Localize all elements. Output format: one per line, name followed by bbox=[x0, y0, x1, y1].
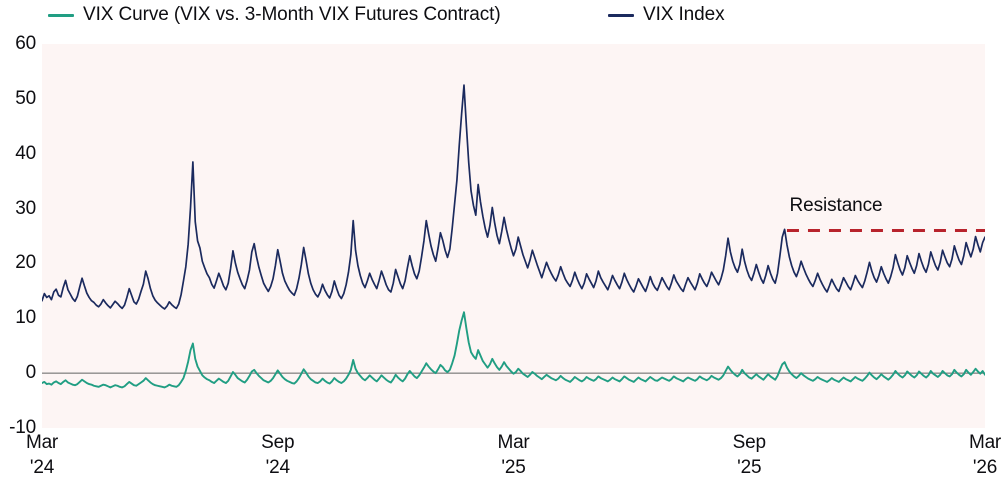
annotation-label-resistance: Resistance bbox=[789, 195, 883, 216]
x-tick-label: Mar '26 bbox=[925, 430, 1007, 480]
x-tick-label: Sep '25 bbox=[689, 430, 809, 480]
legend-swatch-vix-index-icon bbox=[608, 13, 634, 17]
plot-area bbox=[42, 44, 985, 428]
x-tick-month: Sep bbox=[261, 432, 295, 453]
legend-item-vix-index[interactable]: VIX Index bbox=[608, 4, 725, 26]
y-tick-label: 10 bbox=[15, 307, 36, 329]
legend-label-vix-index: VIX Index bbox=[643, 4, 725, 25]
chart-legend: VIX Curve (VIX vs. 3-Month VIX Futures C… bbox=[0, 0, 1007, 34]
x-tick-year: '25 bbox=[501, 457, 526, 478]
y-tick-label: -10 bbox=[9, 417, 36, 438]
x-tick-year: '24 bbox=[265, 457, 290, 478]
x-tick-month: Mar bbox=[25, 432, 59, 453]
x-tick-label: Mar '24 bbox=[0, 430, 102, 480]
x-tick-month: Mar bbox=[968, 432, 1002, 453]
y-axis: 60 50 40 30 20 10 0 -10 bbox=[0, 33, 37, 438]
x-tick-month: Sep bbox=[732, 432, 766, 453]
y-tick-label: 30 bbox=[15, 197, 36, 219]
y-tick-label: 60 bbox=[15, 33, 36, 54]
y-tick-label: 20 bbox=[15, 252, 36, 274]
x-tick-year: '26 bbox=[972, 457, 998, 478]
x-tick-label: Sep '24 bbox=[218, 430, 338, 480]
x-tick-year: '25 bbox=[737, 457, 762, 478]
series-line-vix-curve bbox=[42, 311, 985, 389]
y-tick-label: 40 bbox=[15, 142, 36, 164]
legend-item-vix-curve[interactable]: VIX Curve (VIX vs. 3-Month VIX Futures C… bbox=[48, 4, 501, 26]
legend-label-vix-curve: VIX Curve (VIX vs. 3-Month VIX Futures C… bbox=[83, 4, 501, 25]
y-tick-label: 0 bbox=[25, 362, 37, 384]
plot-svg bbox=[42, 84, 985, 389]
y-tick-label: 50 bbox=[15, 87, 36, 109]
x-tick-label: Mar '25 bbox=[454, 430, 574, 480]
x-tick-year: '24 bbox=[29, 457, 55, 478]
legend-swatch-vix-curve-icon bbox=[48, 13, 74, 17]
x-tick-month: Mar bbox=[497, 432, 530, 453]
x-axis: Mar '24 Sep '24 Mar '25 Sep '25 Mar '26 bbox=[0, 430, 1007, 490]
series-line-vix-index bbox=[42, 84, 985, 310]
